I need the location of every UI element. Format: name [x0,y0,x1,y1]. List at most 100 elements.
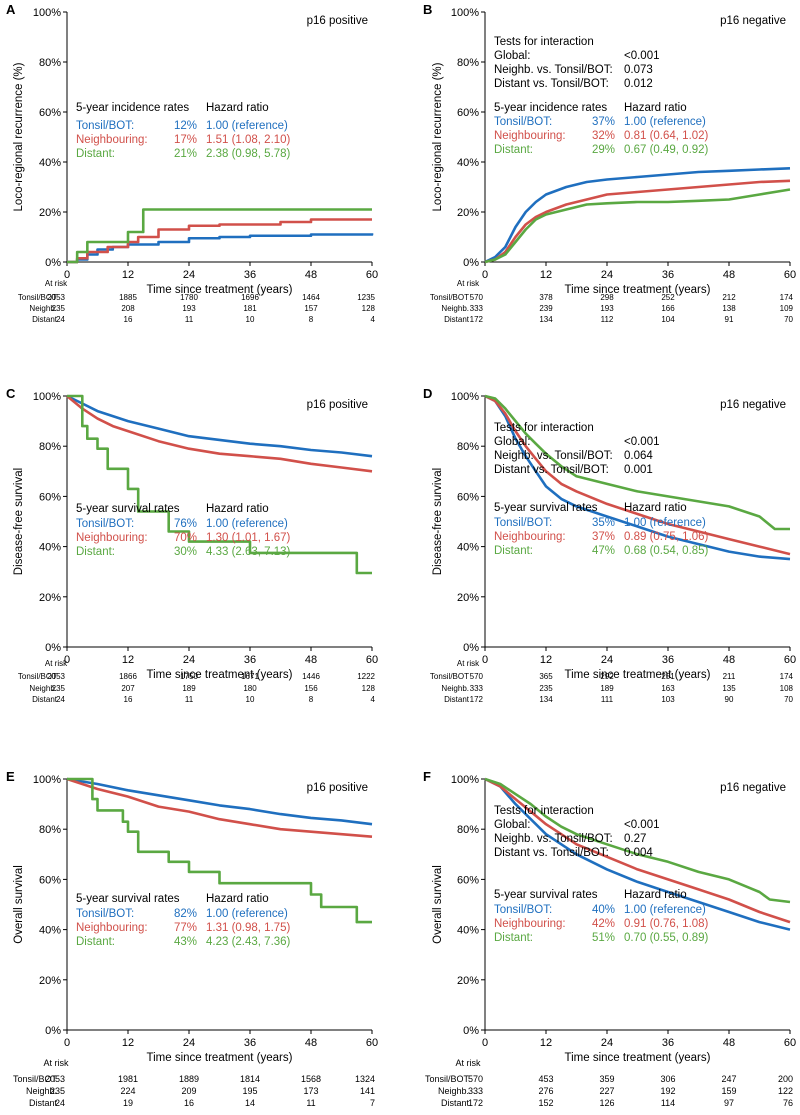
x-tick-label: 24 [601,269,613,281]
x-tick-label: 0 [482,1037,488,1049]
at-risk-row-label: Neighb. [441,304,469,313]
x-axis-title: Time since treatment (years) [147,284,293,296]
legend-label-distant: Distant: [494,144,533,156]
legend-header-rate: 5-year incidence rates [494,102,607,114]
at-risk-header: At risk [45,279,68,288]
legend-label-tonsil: Tonsil/BOT: [76,120,134,132]
legend-label-neigh: Neighbouring: [494,531,566,543]
at-risk-table: At risk Tonsil/BOT 570 378 298 252 212 174 Neigh… [430,279,794,324]
at-risk-value: 141 [360,1086,375,1096]
legend-label-neigh: Neighbouring: [76,532,148,544]
y-tick-label: 100% [451,7,479,19]
legend-hr-distant: 4.23 (2.43, 7.36) [206,936,291,948]
x-tick-label: 0 [482,654,488,666]
series-line-neigh [66,777,373,838]
legend-label-distant: Distant: [76,936,115,948]
at-risk-row-label: Neighb. [441,684,469,693]
series-line-neigh [484,777,791,924]
legend-label-distant: Distant: [76,546,115,558]
x-tick-label: 0 [64,1037,70,1049]
at-risk-value: 166 [661,304,675,313]
y-tick-label: 0% [463,1025,479,1037]
legend-hr-neigh: 0.81 (0.64, 1.02) [624,130,709,142]
at-risk-value: 207 [121,684,135,693]
panel-letter: C [6,386,16,401]
at-risk-value: 16 [124,315,133,324]
at-risk-value: 134 [539,315,553,324]
at-risk-value: 159 [721,1086,736,1096]
x-tick-label: 36 [662,1037,674,1049]
legend-header-hr: Hazard ratio [624,889,687,901]
y-tick-label: 40% [39,157,61,169]
at-risk-value: 224 [120,1086,135,1096]
panel-subtitle: p16 positive [307,782,368,794]
interaction-label: Neighb. vs. Tonsil/BOT: [494,833,613,845]
interaction-value: <0.001 [624,50,660,62]
series-line-tonsil [484,394,791,561]
legend-label-tonsil: Tonsil/BOT: [494,517,552,529]
at-risk-value: 109 [780,304,794,313]
at-risk-value: 1889 [179,1074,199,1084]
interaction-title: Tests for interaction [494,36,594,48]
x-tick-label: 0 [482,269,488,281]
y-tick-label: 20% [39,592,61,604]
x-axis-title: Time since treatment (years) [147,669,293,681]
x-tick-label: 60 [784,269,796,281]
legend-label-neigh: Neighbouring: [76,134,148,146]
panel-subtitle: p16 positive [307,399,368,411]
y-tick-label: 20% [457,207,479,219]
at-risk-value: 10 [246,315,255,324]
at-risk-value: 333 [468,1086,483,1096]
series-line-neigh [484,179,791,264]
at-risk-value: 152 [538,1098,553,1108]
x-tick-label: 0 [64,269,70,281]
x-tick-label: 36 [244,654,256,666]
at-risk-row-label: Neighb. [26,1086,57,1096]
interaction-label: Neighb. vs. Tonsil/BOT: [494,64,613,76]
at-risk-value: 195 [242,1086,257,1096]
at-risk-row-label: Distant [441,1098,470,1108]
x-tick-label: 24 [183,654,195,666]
at-risk-value: 453 [538,1074,553,1084]
legend-hr-distant: 2.38 (0.98, 5.78) [206,148,291,160]
legend-header-hr: Hazard ratio [206,893,269,905]
at-risk-value: 11 [306,1098,315,1108]
legend-rate-tonsil: 40% [592,904,615,916]
x-axis-title: Time since treatment (years) [565,669,711,681]
at-risk-value: 2053 [47,293,65,302]
x-axis-title: Time since treatment (years) [147,1052,293,1064]
panel-d: D 0% 20% 40% 60% 80% 100% 0 12 24 36 48 60 Time since… [423,386,796,704]
at-risk-value: 24 [56,315,65,324]
at-risk-value: 114 [661,1098,675,1108]
at-risk-table: At risk Tonsil/BOT 570 365 292 251 211 174 Neigh… [430,659,794,704]
x-tick-label: 12 [540,1037,552,1049]
at-risk-value: 108 [780,684,794,693]
at-risk-row-label: Distant [32,315,58,324]
y-axis-title: Overall survival [13,865,25,944]
at-risk-value: 10 [246,695,255,704]
at-risk-value: 378 [539,293,553,302]
legend-label-tonsil: Tonsil/BOT: [494,904,552,916]
at-risk-value: 208 [121,304,135,313]
at-risk-value: 333 [470,684,484,693]
y-tick-label: 0% [45,642,61,654]
series-line-neigh [67,218,372,264]
at-risk-value: 365 [539,672,553,681]
at-risk-value: 128 [362,684,376,693]
interaction-value: 0.064 [624,450,653,462]
interaction-value: <0.001 [624,436,660,448]
at-risk-value: 24 [55,1098,65,1108]
at-risk-value: 180 [243,684,257,693]
at-risk-row-label: Tonsil/BOT [13,1074,58,1084]
x-tick-label: 48 [723,269,735,281]
at-risk-value: 24 [56,695,65,704]
at-risk-value: 1814 [240,1074,260,1084]
at-risk-header: At risk [457,279,480,288]
at-risk-value: 103 [661,695,675,704]
legend-rate-distant: 51% [592,932,615,944]
y-tick-label: 20% [39,207,61,219]
panel-f: F 0% 20% 40% 60% 80% 100% 0 12 24 36 48 60 Time since… [423,769,796,1108]
y-tick-label: 100% [33,7,61,19]
